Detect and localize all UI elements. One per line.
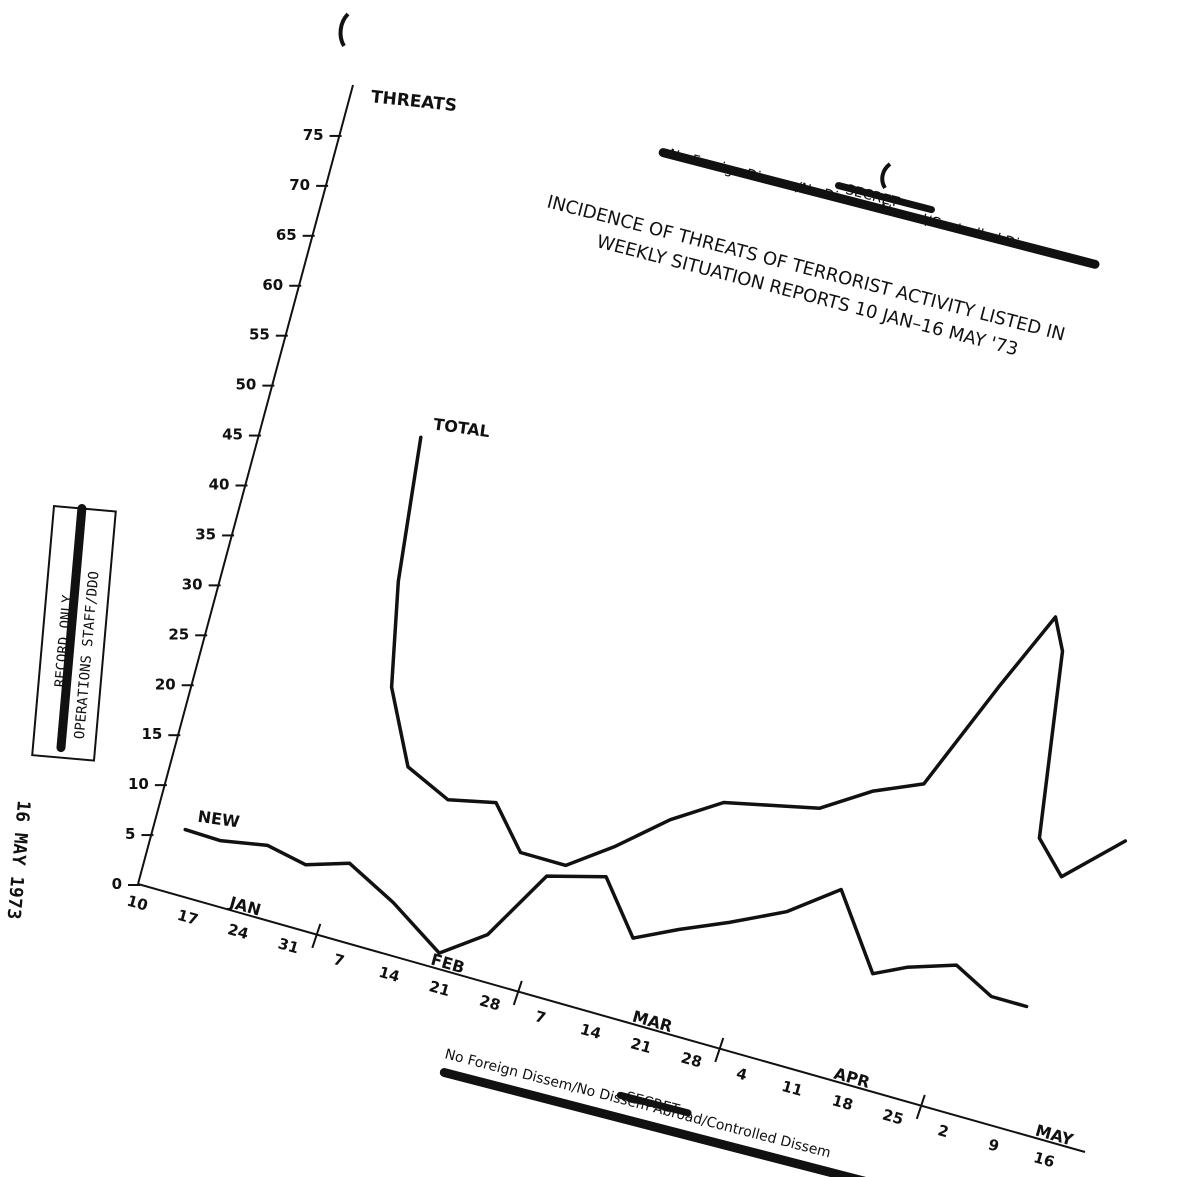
series-line-total	[389, 435, 1128, 879]
x-tick-label: 21	[427, 977, 452, 1000]
series-line-new	[183, 827, 1029, 1009]
x-tick-label: 7	[331, 950, 346, 970]
series-label-new: NEW	[197, 807, 242, 832]
top-secret-redaction-bar	[835, 182, 935, 214]
x-tick-label: 7	[533, 1007, 548, 1027]
bottom-secret-redaction-bar	[616, 1091, 692, 1117]
y-tick-label: 70	[289, 176, 310, 194]
series-label-total: TOTAL	[432, 415, 491, 442]
y-tick-label: 45	[222, 426, 243, 444]
stamp-date: 16 MAY 1973	[3, 800, 34, 921]
bottom-redaction-bar	[439, 1068, 871, 1177]
y-tick-label: 5	[125, 825, 135, 843]
scan-mark-topmiddle	[880, 162, 892, 190]
record-stamp: RECORD ONLY OPERATIONS STAFF/DDO	[31, 504, 117, 762]
y-tick-label: 10	[128, 775, 149, 793]
month-label: FEB	[429, 950, 467, 978]
scan-mark-topleft	[338, 12, 350, 48]
chart-title: INCIDENCE OF THREATS OF TERRORIST ACTIVI…	[545, 192, 1067, 346]
y-tick-label: 0	[112, 875, 122, 893]
month-label: MAR	[630, 1007, 674, 1036]
stamp-date-block: 16 MAY 1973	[3, 800, 34, 921]
y-tick-label: 75	[303, 126, 324, 144]
y-tick-label: 50	[236, 376, 257, 394]
x-tick-label: 24	[226, 920, 251, 943]
month-divider	[714, 1037, 725, 1063]
x-tick-label: 25	[880, 1106, 905, 1129]
y-tick-label: 40	[209, 476, 230, 494]
y-tick-label: 55	[249, 326, 270, 344]
x-tick-label: 9	[986, 1135, 1001, 1155]
y-tick-label: 20	[155, 675, 176, 693]
x-axis	[137, 883, 1086, 1153]
x-tick-label: 17	[175, 906, 200, 929]
x-tick-label: 14	[578, 1020, 603, 1043]
y-tick-label: 35	[195, 525, 216, 543]
top-redaction-bar	[658, 148, 1100, 269]
month-divider	[915, 1094, 926, 1120]
x-tick-label: 21	[629, 1034, 654, 1057]
x-tick-label: 31	[276, 934, 301, 957]
month-label: MAY	[1033, 1121, 1075, 1150]
y-axis-label: THREATS	[370, 87, 458, 116]
y-tick-label: 15	[141, 725, 162, 743]
y-tick-label: 60	[262, 276, 283, 294]
stamp-redaction-bar	[56, 504, 87, 753]
y-tick-label: 65	[276, 226, 297, 244]
month-divider	[311, 923, 322, 949]
x-tick-label: 4	[734, 1064, 749, 1084]
x-axis-ticks: 10 17 24 31 7 14 21 28 7 14 21 28 4 11 18 25 2 9 16	[125, 892, 1057, 1172]
y-tick-label: 25	[168, 625, 189, 643]
x-tick-label: 11	[780, 1077, 805, 1100]
chart-title-block: INCIDENCE OF THREATS OF TERRORIST ACTIVI…	[545, 192, 1067, 361]
x-tick-label: 2	[936, 1121, 951, 1141]
x-tick-label: 10	[125, 892, 150, 915]
x-tick-label: 14	[377, 963, 402, 986]
x-tick-label: 28	[477, 991, 502, 1014]
month-label: JAN	[226, 892, 263, 919]
x-tick-label: 16	[1032, 1148, 1057, 1171]
series-layer: TOTAL NEW	[183, 415, 1128, 1009]
month-label: APR	[832, 1064, 872, 1092]
x-tick-label: 18	[830, 1091, 855, 1114]
x-tick-label: 28	[679, 1048, 704, 1071]
month-divider	[512, 980, 523, 1006]
bottom-classification: No Foreign Dissem/No Dissem Abroad/Contr…	[439, 1046, 871, 1177]
y-tick-label: 30	[182, 575, 203, 593]
